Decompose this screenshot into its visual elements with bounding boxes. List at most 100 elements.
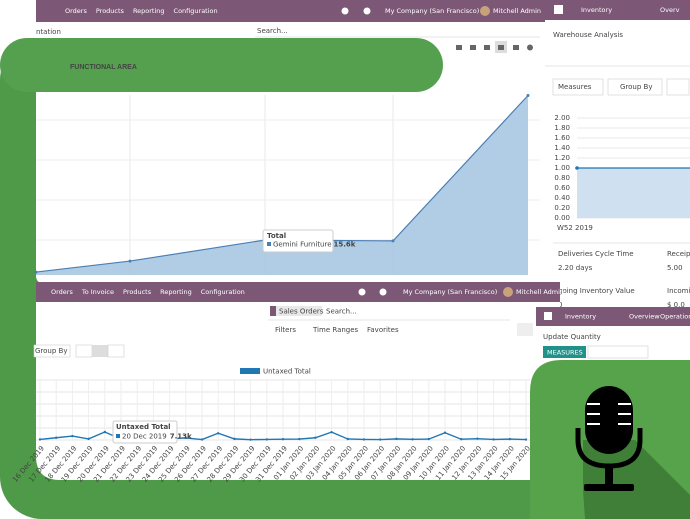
app-name: Inventory — [581, 6, 612, 14]
point — [34, 270, 38, 274]
icon — [544, 312, 552, 320]
time-ranges[interactable]: Time Ranges — [312, 326, 359, 334]
y-tick-label: 1.40 — [554, 144, 570, 152]
menu-item: Operations — [660, 313, 690, 321]
point — [217, 432, 220, 435]
facet-icon — [270, 306, 276, 316]
banner-title: FUNCTIONAL AREA — [70, 64, 137, 71]
filters[interactable]: Filters — [275, 326, 296, 334]
button[interactable] — [666, 78, 690, 96]
mic-badge — [530, 360, 690, 519]
y-tick-label: 0.60 — [554, 184, 570, 192]
point — [103, 430, 107, 434]
tooltip — [262, 229, 334, 253]
swatch — [267, 242, 271, 246]
menu-item[interactable]: Products — [96, 7, 125, 15]
navbar — [545, 0, 690, 20]
mic-head — [585, 386, 633, 454]
legend-swatch — [240, 368, 260, 374]
tooltip — [112, 420, 178, 444]
kpi-value: 5.00 — [667, 264, 683, 272]
measures[interactable]: Measures — [558, 83, 592, 91]
area — [36, 95, 528, 275]
banner — [0, 38, 443, 92]
menu-item[interactable]: Reporting — [133, 7, 165, 15]
y-tick-label: 0.40 — [554, 194, 570, 202]
button[interactable] — [543, 346, 586, 358]
measures[interactable]: MEASURES — [547, 349, 583, 357]
point — [200, 438, 204, 441]
menu-item[interactable]: Configuration — [201, 288, 245, 296]
point — [411, 438, 414, 441]
tooltip-value: 7.13k — [170, 433, 192, 441]
point — [184, 436, 187, 440]
menu-item[interactable]: Products — [123, 288, 152, 296]
bottom-screenshot: My Company (San Francisco) Mitchell Admi… — [11, 282, 564, 484]
icon — [470, 45, 476, 50]
group-by[interactable]: Group By — [620, 83, 652, 91]
point — [391, 239, 395, 243]
point — [476, 437, 479, 440]
point — [298, 437, 301, 441]
button[interactable] — [107, 344, 125, 358]
icon — [379, 288, 387, 296]
point — [38, 438, 42, 441]
point — [575, 166, 579, 170]
button[interactable] — [75, 344, 93, 358]
icon — [554, 5, 563, 14]
point — [71, 434, 74, 438]
kpis: Deliveries Cycle Time 2.20 days Receipt 5.0… — [558, 250, 690, 309]
button-active[interactable] — [92, 345, 108, 357]
menu-item[interactable]: Orders — [51, 288, 73, 296]
kpi-label: going Inventory Value — [558, 287, 635, 295]
legend-label: Untaxed Total — [263, 368, 311, 376]
menu-item[interactable]: To Invoice — [81, 288, 114, 296]
point — [128, 259, 132, 263]
point — [524, 438, 528, 441]
menu-item[interactable]: Orders — [65, 7, 87, 15]
facet-label: Sales Orders — [279, 308, 324, 316]
user: Mitchell Admin — [493, 7, 541, 15]
button[interactable] — [607, 78, 663, 96]
mic-grille — [587, 403, 631, 425]
navbar — [36, 0, 548, 22]
menu-item[interactable]: Reporting — [160, 288, 192, 296]
view-icons — [456, 41, 533, 53]
toolbar[interactable] — [587, 345, 649, 359]
menu-item[interactable]: Configuration — [174, 7, 218, 15]
icon — [363, 7, 371, 15]
right-screenshot: Inventory Overv Warehouse Analysis Measu… — [545, 0, 690, 309]
app-name: Inventory — [565, 313, 596, 321]
user: Mitchell Admin — [516, 288, 564, 296]
point — [314, 436, 317, 439]
search: Search... — [257, 27, 288, 35]
group-by[interactable]: Group By — [35, 347, 67, 355]
icon — [484, 45, 490, 50]
tooltip-title: Total — [267, 232, 286, 240]
page-title: Update Quantity — [543, 333, 601, 341]
icon — [527, 44, 533, 51]
navbar — [36, 282, 560, 302]
point — [379, 438, 382, 441]
y-tick-label: 1.00 — [554, 164, 570, 172]
point — [443, 431, 447, 434]
button[interactable] — [33, 344, 71, 358]
favorites[interactable]: Favorites — [367, 326, 399, 334]
menu-item: Overv — [660, 6, 680, 14]
point — [55, 436, 58, 439]
company: My Company (San Francisco) — [385, 7, 479, 15]
button[interactable] — [552, 78, 604, 96]
avatar — [503, 287, 513, 297]
point — [87, 437, 90, 441]
tooltip-series: Gemini Furniture — [273, 241, 332, 249]
page-title: Warehouse Analysis — [553, 31, 623, 39]
point — [233, 437, 236, 441]
avatar — [480, 6, 490, 16]
mini-screenshot: Inventory Overview Operations Update Qua… — [536, 307, 690, 362]
kpi-label: Receipt — [667, 250, 690, 258]
kpi-value: 0 — [558, 301, 562, 309]
tooltip-category: 20 Dec 2019 — [122, 433, 167, 441]
point — [281, 438, 285, 441]
